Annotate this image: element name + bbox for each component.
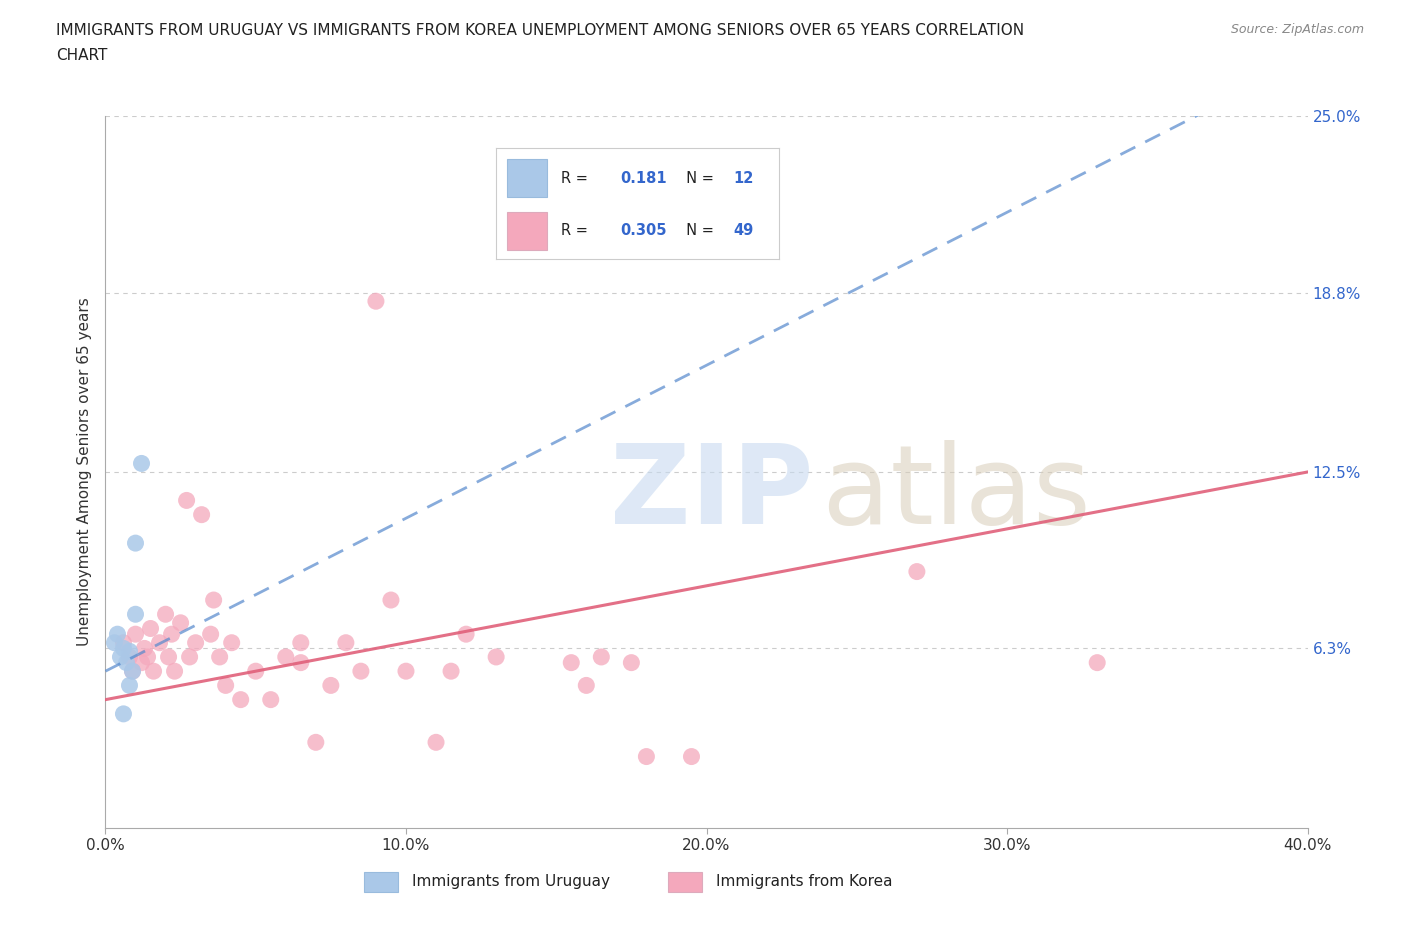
Point [274, 649, 297, 664]
Point [202, 592, 225, 607]
Point [1085, 656, 1108, 671]
Point [163, 664, 186, 679]
Point [136, 649, 159, 664]
Point [208, 649, 231, 664]
Y-axis label: Unemployment Among Seniors over 65 years: Unemployment Among Seniors over 65 years [76, 298, 91, 646]
Point [121, 664, 143, 679]
Point [155, 607, 177, 622]
Point [169, 616, 191, 631]
Point [364, 294, 387, 309]
Point [380, 592, 402, 607]
Point [319, 678, 342, 693]
Point [305, 735, 328, 750]
Text: CHART: CHART [56, 48, 108, 63]
Point [200, 627, 222, 642]
Text: Source: ZipAtlas.com: Source: ZipAtlas.com [1230, 23, 1364, 36]
Point [184, 635, 207, 650]
Point [124, 627, 146, 642]
Point [118, 678, 141, 693]
Point [335, 635, 357, 650]
Point [190, 507, 212, 522]
Point [229, 692, 252, 707]
Point [118, 649, 141, 664]
Bar [668, 871, 702, 892]
Point [290, 635, 312, 650]
Point [905, 565, 928, 579]
Bar [364, 871, 398, 892]
Point [121, 664, 143, 679]
Point [103, 635, 125, 650]
Point [118, 644, 141, 658]
Text: Immigrants from Uruguay: Immigrants from Uruguay [412, 873, 610, 888]
Point [591, 649, 613, 664]
Point [160, 627, 183, 642]
Point [681, 750, 703, 764]
Point [112, 641, 135, 656]
Point [142, 664, 165, 679]
Text: atlas: atlas [610, 440, 1091, 547]
Text: ZIP: ZIP [610, 440, 814, 547]
Point [112, 635, 135, 650]
Point [179, 649, 201, 664]
Point [636, 750, 658, 764]
Point [290, 656, 312, 671]
Point [214, 678, 236, 693]
Point [124, 536, 146, 551]
Point [148, 635, 170, 650]
Point [395, 664, 418, 679]
Point [620, 656, 643, 671]
Text: Immigrants from Korea: Immigrants from Korea [716, 873, 893, 888]
Point [485, 649, 508, 664]
Point [107, 627, 129, 642]
Point [131, 656, 153, 671]
Point [560, 656, 582, 671]
Point [425, 735, 447, 750]
Point [110, 649, 132, 664]
Point [575, 678, 598, 693]
Text: IMMIGRANTS FROM URUGUAY VS IMMIGRANTS FROM KOREA UNEMPLOYMENT AMONG SENIORS OVER: IMMIGRANTS FROM URUGUAY VS IMMIGRANTS FR… [56, 23, 1025, 38]
Point [245, 664, 267, 679]
Point [134, 641, 156, 656]
Point [124, 607, 146, 622]
Point [456, 627, 478, 642]
Point [221, 635, 243, 650]
Point [112, 707, 135, 722]
Point [131, 456, 153, 471]
Point [176, 493, 198, 508]
Point [115, 656, 138, 671]
Point [260, 692, 283, 707]
Point [440, 664, 463, 679]
Point [350, 664, 373, 679]
Point [139, 621, 162, 636]
Point [157, 649, 180, 664]
